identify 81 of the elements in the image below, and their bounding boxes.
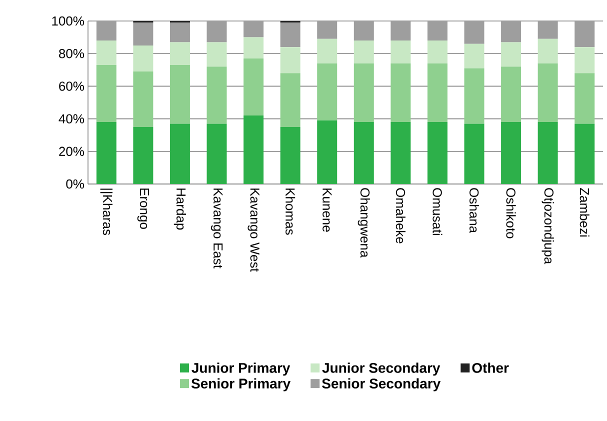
bar — [133, 45, 154, 72]
legend-label: Junior Primary — [192, 362, 290, 376]
legend-label: Junior Secondary — [322, 362, 440, 376]
bar — [206, 66, 227, 124]
y-tick-label: 100% — [52, 16, 84, 26]
y-tick-label: 0% — [66, 179, 84, 189]
bar — [464, 44, 484, 68]
bar — [170, 22, 190, 42]
x-tick-label: Otjozondjupa — [542, 188, 554, 264]
bar — [206, 21, 227, 42]
bar — [206, 124, 227, 184]
bar — [280, 22, 300, 48]
legend-label: Other — [472, 362, 509, 373]
x-tick-label: Zambezi — [580, 188, 590, 236]
bar — [133, 126, 154, 184]
bar — [280, 126, 300, 184]
bar — [390, 21, 411, 41]
bar — [244, 58, 264, 116]
bar — [464, 124, 484, 184]
bar — [354, 63, 374, 122]
bar — [280, 73, 300, 127]
y-tick-label: 80% — [59, 48, 84, 58]
bar — [170, 124, 190, 184]
bar — [390, 63, 411, 122]
bar — [427, 122, 448, 184]
x-tick-label: ||Kharas — [100, 188, 112, 236]
y-tick-label: 60% — [59, 82, 84, 91]
bar — [501, 42, 522, 67]
x-tick-label: Ohangwena — [358, 188, 370, 258]
bar — [427, 63, 448, 122]
bar — [244, 21, 264, 38]
bar — [244, 37, 264, 58]
x-tick-label: Hardap — [174, 188, 186, 230]
bar — [538, 122, 558, 184]
bar — [464, 21, 484, 44]
bar — [96, 40, 116, 66]
bar — [133, 22, 154, 46]
bar — [354, 122, 374, 184]
bar — [317, 63, 338, 120]
bar — [538, 63, 558, 122]
x-tick-label: Kavango West — [248, 188, 260, 272]
bar — [354, 21, 374, 41]
bar — [354, 40, 374, 64]
bar — [501, 122, 522, 184]
bar — [390, 40, 411, 64]
bar — [170, 42, 190, 66]
bar — [427, 40, 448, 64]
bar — [538, 21, 558, 39]
x-tick-label: Omusati — [432, 188, 442, 236]
x-tick-label: Oshikoto — [506, 188, 516, 238]
x-tick-label: Oshana — [469, 188, 480, 234]
bar — [538, 38, 558, 64]
bar — [574, 124, 595, 184]
x-tick-label: Kavango East — [210, 188, 223, 268]
bar — [96, 122, 116, 184]
legend-label: Senior Primary — [191, 378, 291, 392]
bar — [96, 65, 116, 122]
bar — [574, 47, 595, 74]
bar — [574, 73, 595, 124]
y-tick-label: 20% — [59, 146, 84, 156]
bar — [427, 21, 448, 41]
bar — [133, 72, 154, 127]
x-tick-label: Erongo — [137, 188, 149, 229]
bar — [170, 65, 190, 124]
bar — [317, 21, 338, 39]
y-tick-label: 40% — [58, 114, 84, 124]
bar — [501, 21, 522, 42]
bar — [574, 21, 595, 48]
bar — [244, 116, 264, 184]
x-tick-label: Omaheke — [396, 188, 406, 244]
bar — [96, 21, 116, 41]
bar — [317, 38, 338, 64]
x-tick-label: Khomas — [286, 188, 296, 235]
legend-label: Senior Secondary — [322, 378, 441, 392]
bar — [206, 42, 227, 67]
x-tick-label: Kunene — [322, 188, 332, 232]
bar — [280, 47, 300, 74]
bar — [501, 66, 522, 122]
bar — [317, 120, 338, 184]
bar — [390, 122, 411, 184]
bar — [464, 68, 484, 124]
